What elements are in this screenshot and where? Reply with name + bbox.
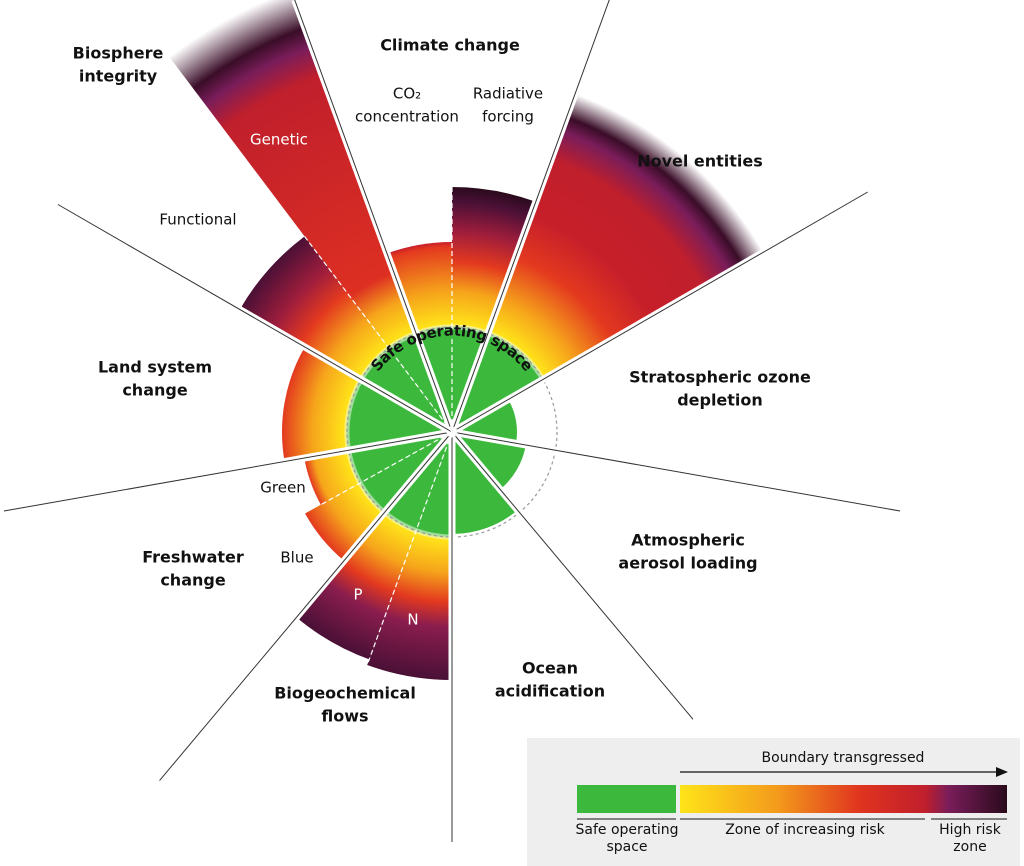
boundary-label: Biosphere <box>73 44 164 63</box>
wedge <box>169 0 452 432</box>
legend-text: Boundary transgressed <box>762 750 925 766</box>
boundary-label: Novel entities <box>637 152 763 171</box>
divider <box>3 431 453 512</box>
boundary-label: Biogeochemical <box>274 684 416 703</box>
boundary-label: Land system <box>98 358 212 377</box>
wedge <box>452 93 764 432</box>
wedge <box>452 432 526 490</box>
sub-label: CO₂ <box>393 85 421 103</box>
boundary-label: acidification <box>495 682 605 701</box>
boundary-label: Ocean <box>522 659 578 678</box>
legend-text: zone <box>953 839 986 855</box>
sub-label: N <box>407 611 418 629</box>
sub-label: Genetic <box>250 131 308 149</box>
legend-text: High risk <box>939 822 1002 838</box>
boundary-label: Atmospheric <box>631 531 745 550</box>
legend-text: Safe operating <box>576 822 679 838</box>
boundary-label: aerosol loading <box>618 554 757 573</box>
divider <box>451 0 610 433</box>
legend-risk <box>680 785 1007 813</box>
divider <box>451 431 901 512</box>
divider <box>159 431 453 781</box>
boundary-label: integrity <box>79 67 158 86</box>
divider <box>294 0 453 433</box>
divider <box>451 431 694 720</box>
wedge <box>367 432 452 680</box>
boundary-label: Freshwater <box>142 548 244 567</box>
divider <box>451 191 868 433</box>
sub-label: P <box>353 586 362 604</box>
sub-label: Blue <box>280 549 313 567</box>
sub-label: Functional <box>159 211 236 229</box>
boundary-label: Climate change <box>380 36 520 55</box>
legend-text: Zone of increasing risk <box>725 822 885 838</box>
sub-divider <box>367 431 453 663</box>
legend-safe <box>577 785 676 813</box>
dividers <box>3 0 901 842</box>
sub-divider <box>304 235 453 433</box>
sub-label: Green <box>260 479 305 497</box>
wedges <box>169 0 764 680</box>
wedge <box>296 432 452 660</box>
divider <box>57 204 453 433</box>
sub-label: forcing <box>482 108 534 126</box>
boundary-label: change <box>122 381 188 400</box>
legend: Boundary transgressed Safe operating spa… <box>527 738 1020 866</box>
wedge <box>304 432 452 505</box>
boundary-label: flows <box>321 707 368 726</box>
sub-label: Radiative <box>473 85 543 103</box>
boundary-label: change <box>160 571 226 590</box>
legend-text: space <box>606 839 647 855</box>
sub-divider <box>320 431 453 506</box>
wedge <box>452 432 518 534</box>
legend-arrowhead <box>996 767 1008 777</box>
wedge <box>305 432 452 561</box>
wedge <box>282 347 452 462</box>
boundary-label: depletion <box>677 391 763 410</box>
sub-label: concentration <box>355 108 459 126</box>
wedge <box>239 236 452 432</box>
boundary-label: Stratospheric ozone <box>629 368 811 387</box>
